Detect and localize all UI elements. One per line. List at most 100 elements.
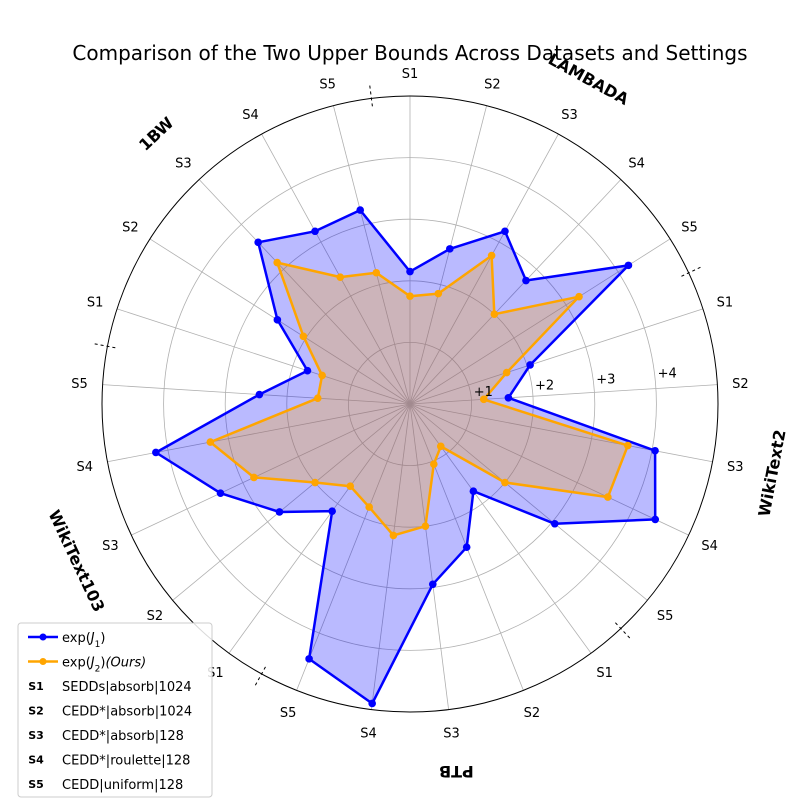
legend-marker-s2: S2 [28,705,44,718]
series-2-point-ptb-s3 [421,522,430,531]
grid-spoke [409,403,648,601]
spoke-label-1bw-s5: S5 [319,77,336,92]
spoke-label-1bw-s3: S3 [175,157,192,172]
series-2-point-ptb-s5 [365,503,373,511]
grid-spoke [409,384,718,405]
spoke-label-lambada-s4: S4 [628,157,645,172]
spoke-label-wikitext103-s3: S3 [102,539,119,554]
series-1-point-ptb-s1 [469,487,478,496]
spoke-label-lambada-s2: S2 [484,77,501,92]
legend-label-s2: CEDD*|absorb|1024 [62,705,192,720]
series-1-point-lambada-s4 [522,276,530,285]
series-1-point-1bw-s2 [273,316,282,324]
group-separator [254,666,266,687]
spoke-label-lambada-s5: S5 [681,221,698,236]
chart-title: Comparison of the Two Upper Bounds Acros… [72,41,747,65]
series-2-point-1bw-s4 [336,273,345,281]
grid-spoke [198,179,411,405]
series-1-point-lambada-s3 [501,227,509,236]
series-1-point-lambada-s5 [624,261,633,270]
series-1-point-wikitext103-s2 [275,508,284,516]
grid-spoke [409,308,704,405]
legend-label-s4: CEDD*|roulette|128 [62,754,190,769]
group-label-wikitext103: WikiText103 [44,507,108,615]
group-label-wikitext2: WikiText2 [754,428,789,518]
series-1-area [154,208,657,705]
series-2-point-wikitext103-s3 [250,473,258,482]
series-1-point-1bw-s4 [311,227,319,236]
series-2-point-wikitext2-s5 [501,478,509,487]
legend-marker-s5: S5 [28,778,44,791]
spoke-label-ptb-s5: S5 [280,706,297,721]
grid-spoke [409,105,487,405]
spoke-label-ptb-s1: S1 [596,666,613,681]
outer-circle [101,95,719,713]
series-1-point-wikitext2-s2 [504,394,513,402]
legend-label-s1: SEDDs|absorb|1024 [62,680,192,695]
series-2-point-wikitext2-s2 [479,395,488,404]
series-1-point-ptb-s5 [305,655,313,663]
radial-tick-labels: +1 +2 +3 +4 [474,366,677,400]
radial-tick-2: +2 [535,379,554,394]
legend-label-s5: CEDD|uniform|128 [62,778,183,793]
series-2-point-lambada-s2 [434,289,443,298]
series-1-point-lambada-s2 [446,245,454,253]
series-1-point-1bw-s3 [254,238,262,247]
spoke-label-ptb-s4: S4 [360,726,377,741]
series-2-point-1bw-s5 [372,268,381,277]
series-1-point-wikitext2-s4 [651,515,660,524]
group-separator [369,84,373,107]
series-1-point-1bw-s1 [303,366,312,375]
series-2-point-wikitext2-s1 [502,368,511,377]
radial-tick-1: +1 [474,385,493,400]
series-2-point-1bw-s3 [273,258,281,267]
spoke-label-1bw-s2: S2 [122,221,139,236]
series-1-point-wikitext2-s1 [526,361,534,369]
spoke-label-lambada-s3: S3 [561,108,578,123]
series-1-point-wikitext103-s5 [255,390,264,399]
grid-spoke [333,105,411,405]
legend-marker-1 [39,633,47,641]
series-1-point-wikitext2-s3 [651,446,659,455]
grid-spoke [409,403,689,536]
spoke-label-ptb-s3: S3 [443,726,460,741]
series-2-point-wikitext2-s3 [624,441,632,450]
series-2-area [209,254,630,537]
series-2-point-lambada-s4 [490,310,499,318]
legend-marker-s1: S1 [28,680,44,693]
spoke-label-wikitext2-s5: S5 [657,609,674,624]
legend-marker-s3: S3 [28,729,44,742]
grid-spoke [409,403,713,463]
legend-label-1: exp(J1) [62,631,105,650]
series-2-point-ptb-s1 [436,442,445,451]
grid-spoke [261,133,411,405]
series-2-point-wikitext103-s2 [311,478,319,487]
series-2-point-ptb-s2 [430,460,438,468]
legend-box [17,622,213,798]
spoke-label-wikitext2-s3: S3 [727,460,744,475]
grid-spoke [409,179,622,405]
series-1-point-wikitext103-s4 [152,448,160,457]
group-label-1bw: 1BW [135,113,177,155]
spoke-label-wikitext103-s5: S5 [71,377,88,392]
series-layer [152,206,660,708]
grid-spoke [409,133,559,405]
series-2-point-wikitext2-s4 [604,493,612,501]
legend-label-s3: CEDD*|absorb|128 [62,729,184,744]
grid-spoke [409,403,449,710]
series-1-point-ptb-s2 [462,543,471,551]
grid-spoke [296,403,411,691]
legend-label-2: exp(J2)(Ours) [62,656,146,675]
group-separator [614,622,631,640]
grid-spoke [116,308,411,405]
radial-tick-4: +4 [658,366,677,381]
series-2-point-wikitext103-s5 [313,394,322,402]
spoke-label-wikitext2-s4: S4 [701,539,718,554]
series-2-point-lambada-s5 [575,292,583,301]
series-2-point-1bw-s1 [318,371,326,380]
series-2-point-lambada-s1 [406,292,414,301]
spoke-label-ptb-s2: S2 [524,706,541,721]
group-separator [681,266,702,277]
